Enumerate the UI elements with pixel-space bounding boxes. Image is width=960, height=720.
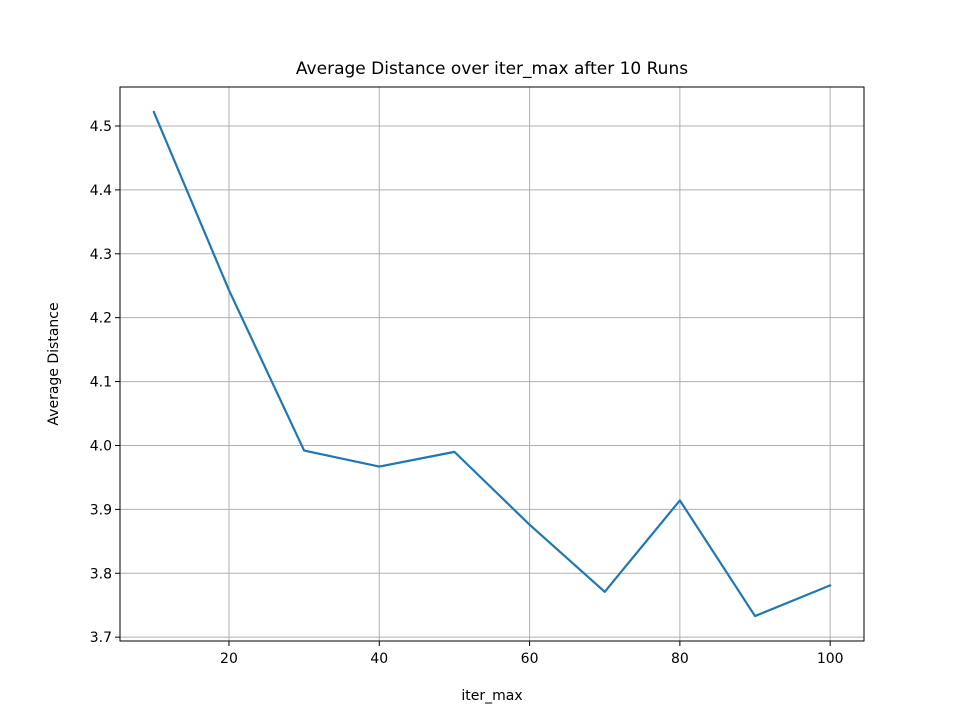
x-ticks: 20 40 60 80 100 bbox=[220, 641, 844, 667]
x-tick-label: 60 bbox=[521, 651, 539, 667]
x-tick-label: 40 bbox=[370, 651, 388, 667]
y-tick-label: 4.0 bbox=[90, 438, 112, 454]
y-tick-label: 4.1 bbox=[90, 375, 112, 391]
series-layer bbox=[152, 110, 832, 618]
x-tick-label: 100 bbox=[817, 651, 844, 667]
y-tick-label: 4.3 bbox=[90, 247, 112, 263]
y-tick-label: 3.9 bbox=[90, 502, 112, 518]
chart-title: Average Distance over iter_max after 10 … bbox=[296, 59, 688, 79]
y-tick-label: 4.2 bbox=[90, 311, 112, 327]
y-tick-label: 3.8 bbox=[90, 566, 112, 582]
plot-frame bbox=[119, 86, 865, 642]
series-line bbox=[152, 110, 832, 618]
x-tick-label: 80 bbox=[671, 651, 689, 667]
grid-lines bbox=[120, 87, 864, 641]
x-tick-label: 20 bbox=[220, 651, 238, 667]
y-axis-label: Average Distance bbox=[46, 302, 62, 425]
y-tick-label: 4.4 bbox=[90, 183, 112, 199]
y-tick-label: 3.7 bbox=[90, 630, 112, 646]
y-ticks: 3.7 3.8 3.9 4.0 4.1 4.2 4.3 4.4 4.5 bbox=[90, 119, 120, 646]
y-tick-label: 4.5 bbox=[90, 119, 112, 135]
x-axis-label: iter_max bbox=[461, 688, 522, 704]
